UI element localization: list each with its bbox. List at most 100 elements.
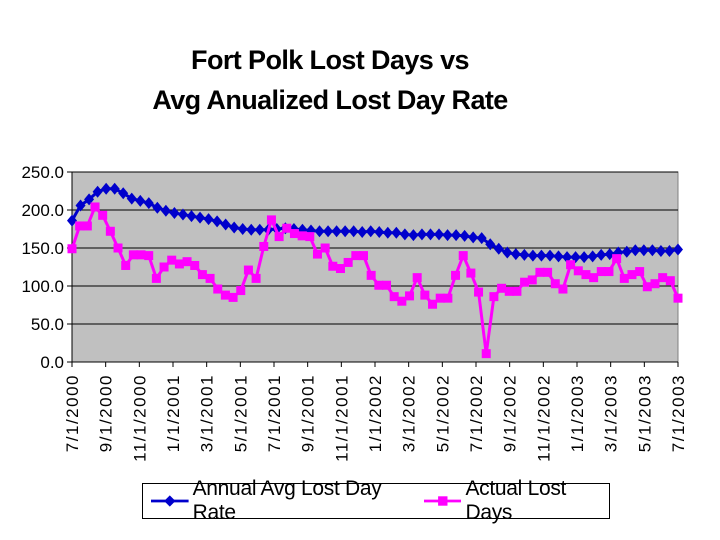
data-point-annual-rate xyxy=(647,244,658,257)
x-tick-label: 11/1/2000 xyxy=(130,374,149,462)
y-tick-label: 100.0 xyxy=(21,277,64,296)
data-point-annual-rate xyxy=(118,187,129,200)
data-point-actual-days xyxy=(481,349,491,359)
data-point-annual-rate xyxy=(562,251,573,264)
data-point-actual-days xyxy=(151,273,161,283)
data-point-annual-rate xyxy=(109,182,120,195)
data-point-annual-rate xyxy=(553,250,564,263)
data-point-annual-rate xyxy=(630,244,641,257)
data-point-actual-days xyxy=(504,286,514,296)
data-point-actual-days xyxy=(366,270,376,280)
data-point-actual-days xyxy=(658,273,668,283)
data-point-actual-days xyxy=(312,249,322,259)
data-point-annual-rate xyxy=(587,250,598,263)
data-point-annual-rate xyxy=(186,210,197,223)
data-point-annual-rate xyxy=(348,225,359,238)
data-point-annual-rate xyxy=(399,228,410,241)
data-point-actual-days xyxy=(335,264,345,274)
data-point-annual-rate xyxy=(519,248,530,261)
data-point-annual-rate xyxy=(143,197,154,210)
data-point-annual-rate xyxy=(493,242,504,255)
data-point-annual-rate xyxy=(434,228,445,241)
data-point-actual-days xyxy=(581,270,591,280)
data-point-annual-rate xyxy=(664,245,675,258)
x-tick-label: 7/1/2000 xyxy=(63,374,82,452)
data-point-annual-rate xyxy=(212,215,223,228)
data-point-actual-days xyxy=(619,273,629,283)
data-point-annual-rate xyxy=(67,214,77,227)
data-point-actual-days xyxy=(251,273,261,283)
data-point-actual-days xyxy=(489,292,499,302)
data-point-annual-rate xyxy=(638,244,649,257)
x-tick-label: 11/1/2002 xyxy=(534,374,553,462)
data-point-annual-rate xyxy=(391,226,402,239)
data-point-annual-rate xyxy=(169,207,180,220)
data-point-annual-rate xyxy=(476,232,487,245)
data-point-actual-days xyxy=(589,273,599,283)
data-point-actual-days xyxy=(136,250,146,260)
data-point-annual-rate xyxy=(579,251,590,264)
data-point-actual-days xyxy=(98,210,108,220)
chart-title: Fort Polk Lost Days vs Avg Anualized Los… xyxy=(0,40,660,120)
data-point-actual-days xyxy=(167,255,177,265)
data-point-annual-rate xyxy=(126,192,137,205)
data-point-actual-days xyxy=(466,268,476,278)
data-point-annual-rate xyxy=(246,223,257,236)
data-point-actual-days xyxy=(412,273,422,283)
chart-legend: Annual Avg Lost Day Rate Actual Lost Day… xyxy=(142,477,610,524)
data-point-annual-rate xyxy=(101,182,112,195)
data-point-annual-rate xyxy=(468,231,479,244)
y-tick-label: 250.0 xyxy=(21,163,64,182)
x-tick-label: 9/1/2001 xyxy=(299,374,318,452)
x-tick-label: 3/1/2001 xyxy=(198,374,217,452)
data-point-annual-rate xyxy=(416,228,427,241)
x-tick-label: 9/1/2002 xyxy=(501,374,520,452)
data-point-annual-rate xyxy=(237,223,248,235)
legend-item-actual-days: Actual Lost Days xyxy=(423,477,609,525)
data-point-actual-days xyxy=(105,226,115,236)
data-point-actual-days xyxy=(635,267,645,277)
data-point-actual-days xyxy=(305,232,315,242)
data-point-annual-rate xyxy=(374,226,385,239)
data-point-annual-rate xyxy=(195,211,206,224)
x-tick-label: 5/1/2003 xyxy=(635,374,654,452)
data-point-actual-days xyxy=(282,223,292,233)
data-point-actual-days xyxy=(236,286,246,296)
data-point-actual-days xyxy=(328,261,338,271)
data-point-actual-days xyxy=(266,215,276,225)
x-tick-label: 9/1/2000 xyxy=(97,374,116,452)
data-point-annual-rate xyxy=(177,208,188,221)
data-point-actual-days xyxy=(543,267,553,277)
data-point-actual-days xyxy=(75,221,85,231)
data-point-actual-days xyxy=(144,251,154,261)
data-point-annual-rate xyxy=(254,223,265,236)
data-point-actual-days xyxy=(474,287,484,297)
data-point-annual-rate xyxy=(502,246,513,259)
data-point-actual-days xyxy=(627,270,637,280)
data-point-annual-rate xyxy=(314,225,325,238)
data-point-annual-rate xyxy=(544,249,555,262)
legend-label-annual-rate: Annual Avg Lost Day Rate xyxy=(192,477,382,524)
data-point-actual-days xyxy=(159,262,169,272)
data-point-actual-days xyxy=(213,284,223,294)
data-point-actual-days xyxy=(220,290,230,300)
data-point-actual-days xyxy=(67,244,77,254)
x-tick-label: 5/1/2001 xyxy=(231,374,250,452)
data-point-actual-days xyxy=(297,231,307,241)
data-point-actual-days xyxy=(320,243,330,253)
x-tick-label: 11/1/2001 xyxy=(332,374,351,462)
data-point-actual-days xyxy=(612,254,622,264)
data-point-actual-days xyxy=(205,273,215,283)
data-point-actual-days xyxy=(443,293,453,303)
data-point-actual-days xyxy=(289,229,299,239)
data-point-actual-days xyxy=(573,266,583,276)
data-point-annual-rate xyxy=(92,185,103,198)
data-point-actual-days xyxy=(650,279,660,289)
data-point-annual-rate xyxy=(365,225,376,238)
data-point-annual-rate xyxy=(229,221,240,234)
data-point-actual-days xyxy=(420,290,430,300)
data-point-actual-days xyxy=(512,286,522,296)
data-point-actual-days xyxy=(435,293,445,303)
x-tick-label: 1/1/2003 xyxy=(568,374,587,452)
